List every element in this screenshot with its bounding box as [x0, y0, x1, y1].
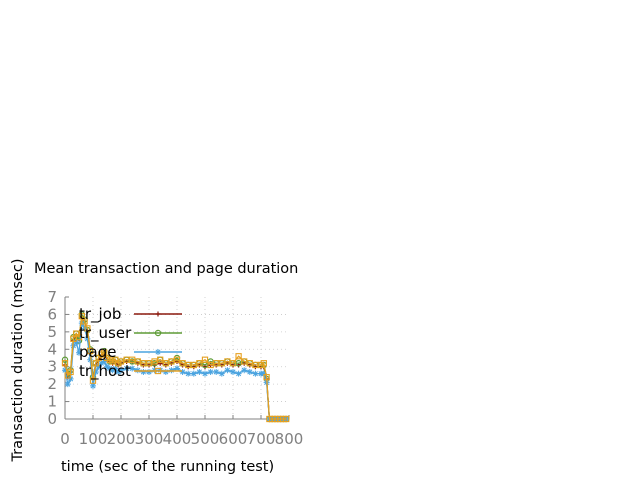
data-point — [230, 368, 236, 375]
legend-label: tr_job — [79, 305, 121, 324]
data-point — [89, 377, 97, 384]
data-point — [235, 353, 242, 360]
data-point — [129, 365, 136, 372]
data-point — [201, 356, 209, 363]
x-tick-label: 400 — [163, 430, 192, 448]
data-point — [224, 367, 231, 374]
data-point — [84, 325, 91, 332]
x-tick-label: 200 — [107, 430, 136, 448]
data-point — [146, 368, 152, 375]
data-point — [202, 370, 208, 377]
data-point — [157, 360, 163, 366]
data-point — [246, 368, 253, 375]
legend-label: tr_host — [79, 362, 131, 381]
data-point — [213, 368, 220, 375]
x-tick-label: 700 — [247, 430, 276, 448]
legend-marker — [155, 349, 161, 355]
legend-marker — [154, 367, 162, 375]
chart-title: Mean transaction and page duration — [34, 261, 299, 277]
data-point — [196, 368, 203, 375]
data-point — [112, 365, 119, 372]
y-tick-label: 2 — [47, 375, 57, 393]
data-point — [61, 356, 69, 363]
y-tick-label: 6 — [47, 305, 57, 323]
data-point — [157, 356, 164, 363]
y-tick-label: 5 — [47, 323, 57, 341]
data-point — [87, 347, 94, 355]
data-point — [62, 367, 68, 374]
data-point — [229, 360, 237, 367]
data-point — [207, 368, 214, 375]
data-point — [196, 360, 203, 367]
data-point — [140, 368, 147, 375]
x-tick-label: 800 — [275, 430, 304, 448]
data-point — [115, 368, 122, 375]
data-point — [190, 370, 197, 377]
data-point — [90, 382, 96, 389]
series-tr-host — [61, 313, 290, 423]
legend-label: page — [79, 343, 116, 361]
data-point — [263, 374, 270, 381]
y-tick-label: 4 — [47, 340, 57, 358]
data-point — [162, 368, 169, 375]
series-layer — [61, 311, 290, 423]
data-point — [252, 370, 259, 377]
legend-label: tr_user — [79, 324, 132, 343]
legend-marker — [155, 311, 161, 317]
data-point — [241, 367, 248, 374]
data-point — [173, 356, 181, 363]
data-point — [185, 370, 192, 377]
data-point — [174, 365, 180, 372]
y-tick-label: 7 — [47, 288, 57, 306]
x-axis-label: time (sec of the running test) — [61, 459, 275, 475]
data-point — [104, 363, 110, 370]
data-point — [92, 368, 99, 375]
data-point — [218, 370, 225, 377]
y-tick-label: 1 — [47, 393, 57, 411]
data-point — [73, 339, 80, 346]
data-point — [95, 363, 102, 370]
data-point — [123, 365, 130, 372]
data-point — [76, 349, 82, 356]
data-point — [109, 367, 116, 374]
y-tick-label: 0 — [47, 410, 57, 428]
data-point — [118, 367, 124, 374]
data-point — [106, 365, 113, 372]
x-tick-label: 500 — [191, 430, 220, 448]
x-tick-label: 0 — [60, 430, 70, 448]
data-point — [98, 360, 105, 367]
x-tick-label: 300 — [135, 430, 164, 448]
x-tick-label: 100 — [79, 430, 108, 448]
x-tick-label: 600 — [219, 430, 248, 448]
y-tick-label: 3 — [47, 358, 57, 376]
data-point — [67, 375, 74, 382]
data-point — [87, 356, 94, 363]
data-point — [260, 360, 267, 367]
legend-marker — [154, 329, 162, 337]
data-point — [260, 370, 267, 377]
data-point — [283, 415, 290, 423]
data-point — [81, 318, 88, 325]
data-point — [101, 358, 108, 365]
data-point — [75, 333, 83, 341]
data-point — [64, 381, 71, 388]
data-point — [235, 370, 242, 377]
data-point — [67, 368, 74, 376]
data-point — [179, 368, 186, 375]
data-point — [61, 360, 69, 367]
data-point — [84, 335, 91, 342]
